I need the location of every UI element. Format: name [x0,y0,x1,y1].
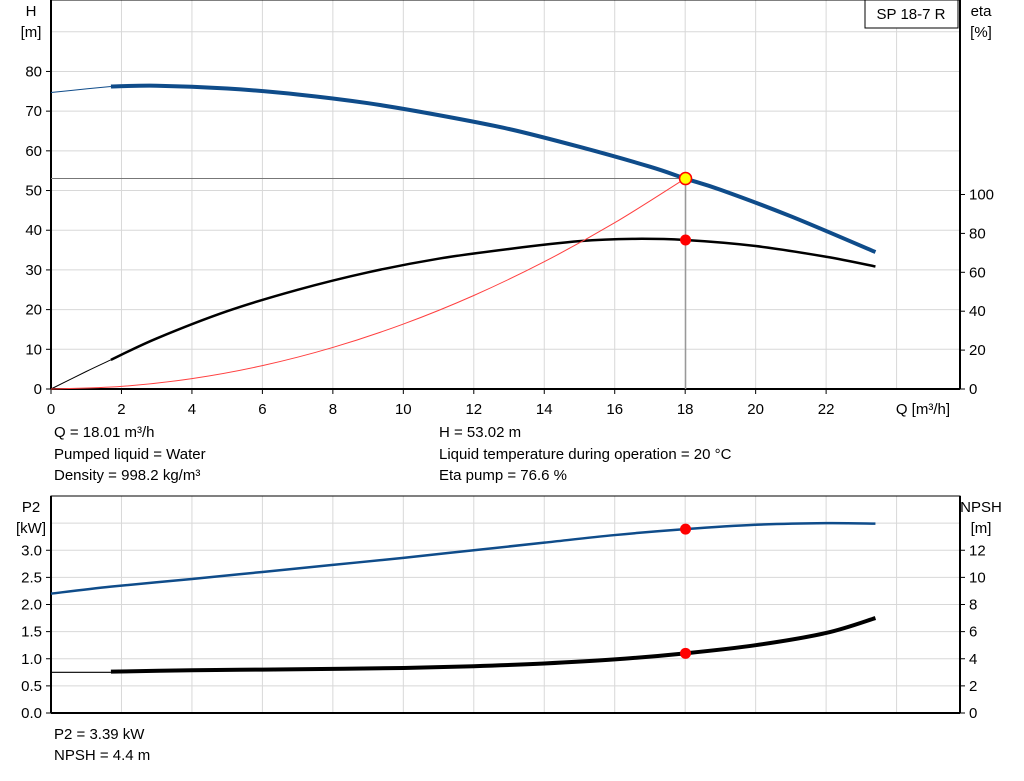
x-tick-label: 0 [47,401,55,418]
y-tick-label-right: 60 [969,264,986,281]
series-system-curve-curve [50,178,686,390]
y-tick-label-left: 20 [25,302,42,319]
info-head: H = 53.02 m [439,424,522,441]
y-tick-label-left: 0 [34,381,42,398]
y-tick-label-right: 2 [969,678,977,695]
y-tick-label-left: 60 [25,143,42,160]
y-tick-label-left: 3.0 [21,542,42,559]
y-tick-label-left: 30 [25,262,42,279]
y-axis-label-right: eta [971,3,993,20]
y-tick-label-left: 40 [25,222,42,239]
chart-title: SP 18-7 R [877,6,946,23]
y-tick-label-right: 20 [969,342,986,359]
y-tick-label-left: 2.5 [21,569,42,586]
series-eta-curve [110,237,876,361]
y-tick-label-right: 4 [969,651,977,668]
x-axis-label: Q [m³/h] [896,401,950,418]
info-npsh: NPSH = 4.4 m [54,747,151,764]
y-tick-label-right: 40 [969,303,986,320]
info-density: Density = 998.2 kg/m³ [54,467,201,484]
y-tick-label-left: 1.0 [21,651,42,668]
x-tick-label: 12 [465,401,482,418]
y-tick-label-right: 6 [969,624,977,641]
x-tick-label: 4 [188,401,196,418]
y-tick-label-right: 80 [969,225,986,242]
x-tick-label: 6 [258,401,266,418]
x-tick-label: 16 [606,401,623,418]
y-tick-label-left: 10 [25,341,42,358]
info-liquid: Pumped liquid = Water [54,446,206,463]
y-axis-label-left: [kW] [16,520,46,537]
series-P2-curve [50,521,876,595]
y-axis-label-left: H [26,3,37,20]
duty-point-eta-marker [680,234,692,246]
duty-point-npsh-marker [680,647,692,659]
series-H-curve [110,83,877,254]
info-temperature: Liquid temperature during operation = 20… [439,446,732,463]
y-tick-label-left: 80 [25,63,42,80]
y-axis-label-right: [m] [971,520,992,537]
y-tick-label-right: 10 [969,569,986,586]
y-axis-label-right: [%] [970,24,992,41]
y-axis-label-left: [m] [21,24,42,41]
y-tick-label-left: 1.5 [21,624,42,641]
series-H-extrapolated [50,86,111,93]
x-tick-label: 8 [329,401,337,418]
y-tick-label-right: 8 [969,597,977,614]
plot-frame [50,0,961,390]
x-tick-label: 2 [117,401,125,418]
y-tick-label-right: 0 [969,381,977,398]
y-tick-label-left: 2.0 [21,597,42,614]
info-flow: Q = 18.01 m³/h [54,424,155,441]
x-tick-label: 22 [818,401,835,418]
series-NPSH-curve [110,616,877,674]
y-axis-label-right: NPSH [960,499,1002,516]
y-tick-label-left: 50 [25,183,42,200]
x-tick-label: 14 [536,401,553,418]
x-tick-label: 18 [677,401,694,418]
x-tick-label: 20 [747,401,764,418]
y-axis-label-left: P2 [22,499,40,516]
title-box [864,0,959,29]
duty-point-p2-marker [680,523,692,535]
info-p2: P2 = 3.39 kW [54,726,145,743]
y-tick-label-right: 100 [969,187,994,204]
series-eta-extrapolated [50,359,112,390]
x-tick-label: 10 [395,401,412,418]
duty-point-h-marker [678,171,693,186]
y-tick-label-left: 0.5 [21,678,42,695]
y-tick-label-left: 70 [25,103,42,120]
y-tick-label-right: 0 [969,705,977,722]
y-tick-label-right: 12 [969,542,986,559]
info-eta: Eta pump = 76.6 % [439,467,567,484]
y-tick-label-left: 0.0 [21,705,42,722]
